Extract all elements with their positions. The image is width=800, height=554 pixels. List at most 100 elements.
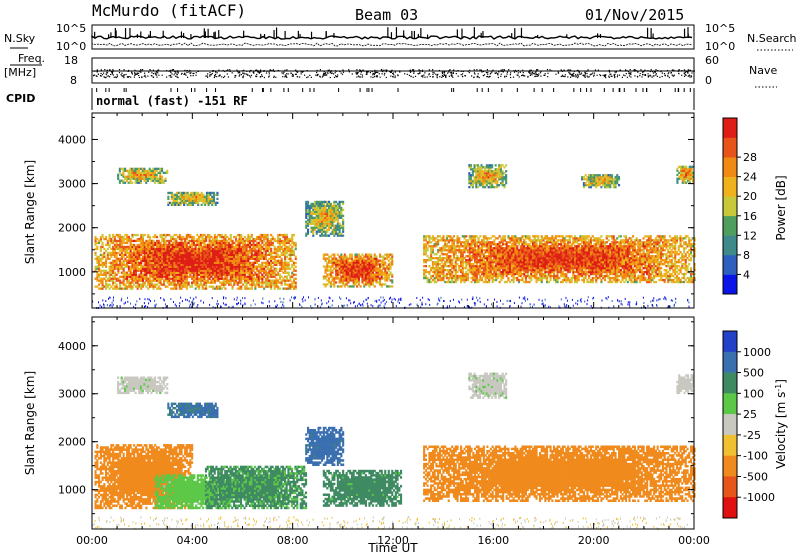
echo-cell — [326, 230, 329, 233]
echo-cell — [186, 193, 189, 196]
echo-cell — [273, 249, 276, 253]
echo-cell — [148, 171, 151, 174]
echo-cell — [254, 243, 257, 247]
echo-cell — [280, 241, 283, 245]
echo-cell — [127, 259, 130, 262]
echo-cell — [266, 261, 269, 264]
echo-cell — [445, 272, 448, 276]
echo-cell — [191, 267, 194, 270]
echo-cell — [329, 210, 332, 213]
echo-cell — [238, 241, 241, 245]
echo-cell — [340, 277, 343, 280]
echo-cell — [98, 267, 101, 270]
echo-cell — [250, 265, 253, 268]
echo-cell — [270, 233, 273, 237]
echo-cell — [175, 251, 178, 255]
echo-cell — [289, 283, 292, 286]
echo-cell — [189, 243, 192, 247]
echo-cell — [150, 251, 153, 255]
echo-cell — [338, 269, 341, 272]
freq-dot — [637, 71, 639, 73]
echo-cell — [129, 275, 132, 278]
echo-cell — [342, 218, 345, 221]
echo-cell — [108, 261, 111, 264]
echo-cell — [207, 193, 210, 196]
echo-cell — [131, 239, 134, 243]
echo-cell — [154, 285, 157, 288]
echo-cell — [331, 253, 334, 256]
echo-cell — [256, 235, 259, 239]
echo-cell — [215, 271, 218, 274]
echo-cell — [150, 283, 153, 286]
echo-cell — [173, 247, 176, 251]
echo-cell — [264, 273, 267, 276]
echo-cell — [220, 239, 223, 243]
freq-dot — [106, 75, 108, 77]
echo-cell — [184, 191, 187, 195]
echo-cell — [275, 281, 278, 284]
echo-cell — [257, 273, 260, 276]
echo-cell — [352, 265, 355, 268]
freq-dot — [609, 71, 611, 73]
echo-cell — [254, 279, 257, 282]
echo-cell — [284, 267, 287, 270]
echo-cell — [314, 212, 317, 215]
echo-cell — [352, 275, 355, 278]
echo-cell — [340, 232, 343, 235]
echo-cell — [171, 263, 174, 266]
echo-cell — [314, 204, 317, 208]
echo-cell — [445, 261, 448, 264]
echo-cell — [326, 267, 329, 270]
echo-cell — [319, 204, 322, 208]
echo-cell — [156, 277, 159, 280]
echo-cell — [319, 218, 322, 221]
echo-cell — [136, 233, 139, 237]
echo-cell — [156, 261, 159, 264]
echo-cell — [247, 279, 250, 282]
echo-cell — [329, 283, 332, 286]
echo-cell — [284, 239, 287, 243]
freq-dot — [110, 73, 112, 76]
echo-cell — [203, 263, 206, 266]
echo-cell — [235, 249, 238, 253]
echo-cell — [342, 271, 345, 274]
echo-cell — [243, 253, 246, 256]
echo-cell — [284, 235, 287, 239]
echo-cell — [328, 269, 331, 272]
echo-cell — [335, 228, 338, 231]
echo-cell — [127, 255, 130, 258]
echo-cell — [127, 283, 130, 286]
echo-cell — [157, 261, 160, 264]
freq-dot — [616, 76, 618, 78]
echo-cell — [108, 277, 111, 280]
echo-cell — [99, 263, 102, 266]
echo-cell — [182, 251, 185, 255]
echo-cell — [159, 169, 162, 172]
echo-cell — [233, 251, 236, 255]
echo-cell — [110, 277, 113, 280]
echo-cell — [203, 247, 206, 251]
echo-cell — [133, 233, 136, 237]
echo-cell — [287, 263, 290, 266]
echo-cell — [242, 273, 245, 276]
echo-cell — [105, 283, 108, 286]
echo-cell — [366, 281, 369, 284]
freq-dot — [367, 71, 369, 73]
echo-cell — [203, 257, 206, 260]
echo-cell — [136, 239, 139, 243]
echo-cell — [326, 208, 329, 211]
echo-cell — [101, 283, 104, 286]
freq-dot — [238, 71, 240, 73]
echo-cell — [184, 273, 187, 276]
echo-cell — [176, 203, 179, 206]
echo-cell — [184, 253, 187, 256]
echo-cell — [312, 226, 315, 229]
echo-cell — [164, 253, 167, 256]
echo-cell — [391, 257, 394, 260]
echo-cell — [236, 269, 239, 272]
echo-cell — [157, 177, 160, 180]
echo-cell — [371, 269, 374, 272]
freq-dot — [357, 75, 360, 77]
echo-cell — [132, 173, 135, 176]
echo-cell — [159, 287, 162, 290]
